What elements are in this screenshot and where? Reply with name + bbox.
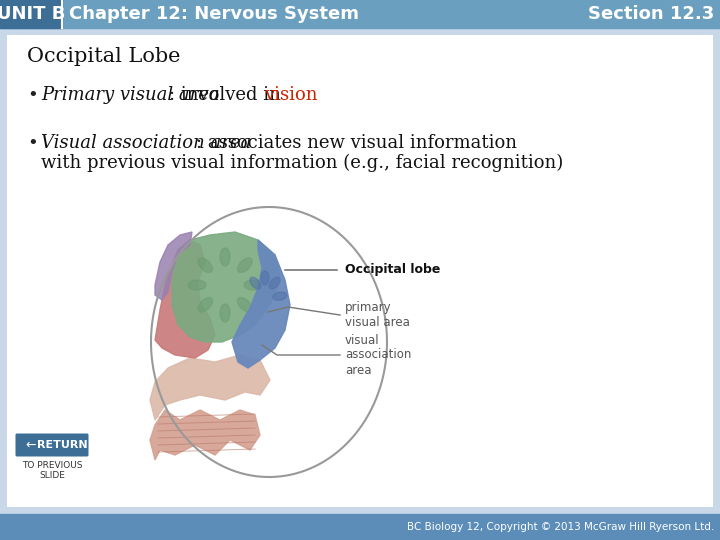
Ellipse shape	[198, 258, 212, 273]
Polygon shape	[172, 232, 280, 342]
Text: Primary visual area: Primary visual area	[41, 86, 220, 104]
Ellipse shape	[238, 258, 252, 273]
Text: UNIT B: UNIT B	[0, 5, 66, 23]
Ellipse shape	[273, 292, 287, 300]
Ellipse shape	[238, 298, 252, 312]
Text: RETURN: RETURN	[37, 440, 88, 450]
Text: Occipital lobe: Occipital lobe	[345, 264, 441, 276]
Bar	[0, 0, 62, 28]
Text: visual
association
area: visual association area	[345, 334, 411, 376]
Polygon shape	[155, 240, 215, 358]
Ellipse shape	[198, 298, 212, 312]
Bar	[7, 35, 713, 507]
Text: : involved in: : involved in	[169, 86, 287, 104]
Text: BC Biology 12, Copyright © 2013 McGraw Hill Ryerson Ltd.: BC Biology 12, Copyright © 2013 McGraw H…	[407, 522, 714, 532]
Ellipse shape	[220, 304, 230, 322]
Text: •: •	[27, 134, 37, 152]
Ellipse shape	[220, 248, 230, 266]
Ellipse shape	[137, 218, 402, 472]
Polygon shape	[150, 410, 260, 460]
Text: SLIDE: SLIDE	[39, 470, 65, 480]
Text: vision: vision	[264, 86, 318, 104]
Text: with previous visual information (e.g., facial recognition): with previous visual information (e.g., …	[41, 154, 563, 172]
Text: Chapter 12: Nervous System: Chapter 12: Nervous System	[69, 5, 359, 23]
Text: TO PREVIOUS: TO PREVIOUS	[22, 461, 82, 469]
Text: Visual association area: Visual association area	[41, 134, 251, 152]
Ellipse shape	[188, 280, 206, 290]
FancyBboxPatch shape	[16, 434, 89, 456]
Ellipse shape	[269, 277, 280, 289]
Text: primary
visual area: primary visual area	[345, 301, 410, 329]
Text: Section 12.3: Section 12.3	[588, 5, 714, 23]
Ellipse shape	[261, 271, 269, 285]
Bar	[0, 0, 720, 28]
Ellipse shape	[250, 277, 261, 289]
Text: ←: ←	[25, 438, 35, 451]
Polygon shape	[150, 355, 270, 420]
Text: Occipital Lobe: Occipital Lobe	[27, 48, 181, 66]
Text: : associates new visual information: : associates new visual information	[197, 134, 518, 152]
Polygon shape	[155, 232, 192, 300]
Polygon shape	[232, 240, 290, 368]
Bar	[0, 514, 720, 540]
Ellipse shape	[244, 280, 262, 290]
Text: •: •	[27, 86, 37, 104]
